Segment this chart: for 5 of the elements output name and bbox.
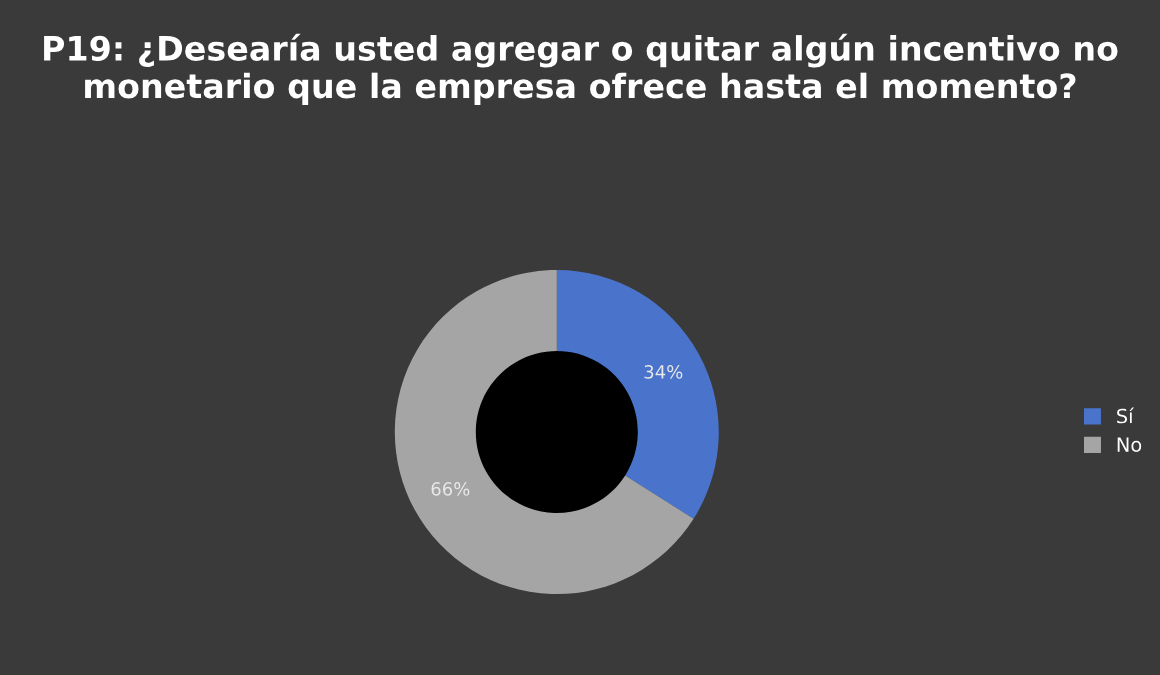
data-label: 34% bbox=[644, 365, 683, 379]
chart-title: P19: ¿Desearía usted agregar o quitar algún incentivo no monetario que la empresa ofrece hasta el momento? bbox=[44, 33, 1118, 105]
legend-label: Sí bbox=[1117, 407, 1135, 424]
legend-label: No bbox=[1117, 437, 1142, 452]
data-label: 66% bbox=[431, 482, 470, 496]
